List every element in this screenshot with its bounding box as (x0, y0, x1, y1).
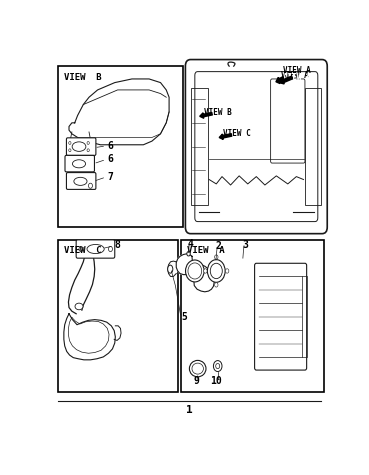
Bar (58, 240, 178, 392)
Circle shape (214, 283, 218, 287)
Bar (58, 66, 183, 227)
Text: VIEW  C: VIEW C (64, 247, 101, 256)
Bar (302, 276, 307, 357)
FancyArrow shape (280, 76, 292, 84)
Text: VIEW A: VIEW A (281, 71, 308, 80)
Bar (180, 240, 324, 392)
Ellipse shape (168, 265, 173, 273)
Text: 2: 2 (215, 241, 221, 251)
Bar (80, 247, 84, 250)
Circle shape (225, 269, 229, 273)
Text: 5: 5 (182, 312, 187, 322)
Text: 7: 7 (107, 172, 113, 182)
Text: VIEW C: VIEW C (223, 129, 251, 138)
Ellipse shape (75, 303, 83, 310)
Polygon shape (64, 314, 115, 360)
Text: VIEW A: VIEW A (283, 73, 311, 82)
Ellipse shape (189, 361, 206, 377)
Text: VIEW  B: VIEW B (64, 73, 101, 82)
Ellipse shape (187, 252, 190, 256)
FancyBboxPatch shape (65, 155, 94, 172)
FancyBboxPatch shape (66, 172, 96, 190)
Ellipse shape (186, 260, 204, 282)
Text: 6: 6 (107, 154, 113, 164)
FancyBboxPatch shape (66, 138, 96, 155)
Text: 4: 4 (187, 238, 193, 248)
FancyBboxPatch shape (76, 240, 115, 258)
Ellipse shape (207, 260, 225, 282)
Text: 1: 1 (186, 405, 193, 415)
Text: 3: 3 (242, 239, 248, 250)
Text: VIEW B: VIEW B (204, 108, 232, 117)
Circle shape (204, 269, 207, 273)
Text: 10: 10 (210, 376, 222, 386)
Text: 9: 9 (193, 376, 199, 386)
Text: VIEW A: VIEW A (283, 66, 311, 75)
Text: 6: 6 (107, 141, 113, 151)
FancyBboxPatch shape (185, 59, 327, 234)
Polygon shape (176, 254, 214, 292)
FancyBboxPatch shape (255, 263, 307, 370)
FancyArrow shape (200, 113, 212, 118)
Text: VIEW  A: VIEW A (187, 247, 224, 256)
Polygon shape (168, 261, 176, 276)
Circle shape (213, 361, 222, 371)
Bar (305, 88, 321, 205)
Circle shape (214, 255, 218, 259)
Text: 8: 8 (115, 240, 121, 250)
FancyArrow shape (219, 133, 232, 140)
Bar (190, 88, 208, 205)
FancyArrow shape (276, 76, 287, 84)
